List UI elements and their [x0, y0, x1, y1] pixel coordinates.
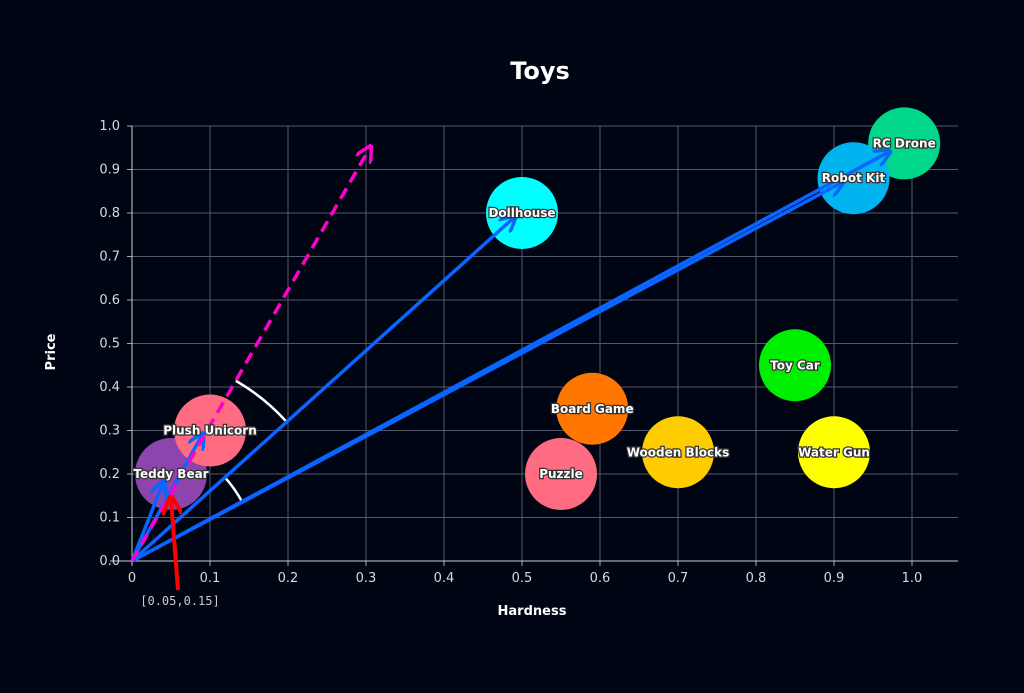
y-tick-label: 0.4	[99, 380, 120, 395]
bubble-label: Water Gun	[798, 445, 870, 459]
x-tick-label: 0.1	[200, 571, 221, 586]
angle-arc	[235, 379, 288, 423]
bubble-label: Puzzle	[539, 467, 583, 481]
bubble-label: Toy Car	[770, 358, 820, 372]
y-tick-label: 0.8	[99, 206, 120, 221]
dashed-vector-arrow	[130, 148, 370, 562]
annotation-arrow	[171, 499, 178, 591]
bubble-label: Board Game	[551, 402, 634, 416]
y-tick-label: 1.0	[99, 119, 120, 134]
x-tick-label: 0	[128, 571, 136, 586]
x-tick-label: 0.7	[668, 571, 689, 586]
y-tick-label: 0.6	[99, 293, 120, 308]
x-axis-label: Hardness	[498, 604, 567, 619]
y-tick-label: 0.3	[99, 424, 120, 439]
y-tick-label: 0.0	[99, 554, 120, 569]
y-tick-label: 0.9	[99, 163, 120, 178]
bubble-puzzle	[525, 438, 597, 510]
bubble-water-gun	[798, 416, 870, 489]
y-tick-label: 0.5	[99, 337, 120, 352]
annotation-label: [0.05,0.15]	[140, 594, 219, 608]
vector-arrow	[130, 483, 163, 562]
bubble-wooden-blocks	[642, 416, 714, 489]
x-tick-label: 0.6	[590, 571, 611, 586]
bubble-label: Robot Kit	[822, 171, 886, 185]
x-tick-label: 0.5	[512, 571, 533, 586]
y-tick-label: 0.7	[99, 250, 120, 265]
bubble-label: Wooden Blocks	[627, 445, 730, 459]
bubble-board-game	[556, 372, 629, 445]
x-tick-label: 0.8	[746, 571, 767, 586]
bubble-toy-car	[759, 329, 831, 402]
vector-arrow	[131, 152, 889, 563]
y-axis-label: Price	[44, 333, 59, 370]
y-tick-label: 0.2	[99, 467, 120, 482]
bubble-label: Teddy Bear	[133, 467, 208, 481]
bubble-label: RC Drone	[873, 136, 936, 150]
x-tick-label: 1.0	[902, 571, 923, 586]
x-tick-label: 0.3	[356, 571, 377, 586]
x-tick-label: 0.4	[434, 571, 455, 586]
vector-arrow	[130, 217, 514, 563]
x-tick-label: 0.9	[824, 571, 845, 586]
y-tick-label: 0.1	[99, 511, 120, 526]
angle-arc	[224, 476, 244, 503]
bubble-label: Plush Unicorn	[163, 424, 257, 438]
x-tick-label: 0.2	[278, 571, 299, 586]
bubble-label: Dollhouse	[488, 206, 555, 220]
chart-title: Toys	[510, 57, 570, 85]
